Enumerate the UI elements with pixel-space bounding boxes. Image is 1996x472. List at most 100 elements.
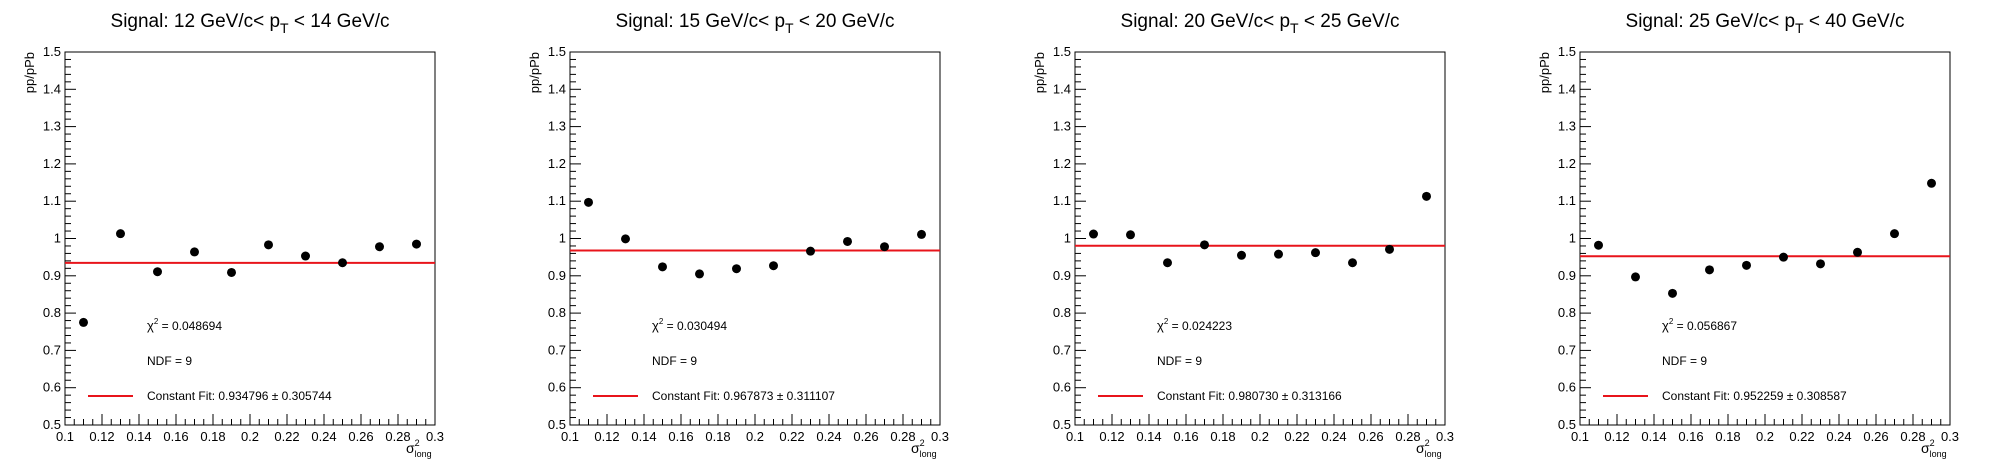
data-point (1274, 249, 1283, 259)
x-tick-label: 0.3 (426, 429, 444, 444)
y-tick-label: 1.4 (43, 81, 61, 96)
data-point (1668, 288, 1677, 298)
y-tick-label: 1.5 (1053, 44, 1071, 59)
x-axis-label: σ2 long (1416, 438, 1442, 459)
data-point (584, 197, 593, 207)
y-tick-label: 1.2 (548, 156, 566, 171)
y-tick-label: 0.9 (1558, 268, 1576, 283)
x-tick-label: 0.26 (1358, 429, 1383, 444)
title-main: Signal: 25 GeV/c< p (1626, 11, 1796, 32)
x-axis-superscript: 2 (415, 438, 420, 448)
x-tick-label: 0.2 (1251, 429, 1269, 444)
x-tick-label: 0.12 (1099, 429, 1124, 444)
chi2-label: χ2 = 0.048694 (147, 317, 222, 333)
data-point (658, 262, 667, 272)
data-point (1126, 230, 1135, 240)
data-point (843, 236, 852, 246)
x-tick-label: 0.18 (200, 429, 225, 444)
chi2-value: = 0.024223 (1168, 319, 1232, 333)
y-tick-label: 0.6 (1558, 380, 1576, 395)
data-point (227, 267, 236, 277)
x-tick-label: 0.22 (274, 429, 299, 444)
chi2-label: χ2 = 0.030494 (652, 317, 727, 333)
y-tick-label: 1.1 (1558, 193, 1576, 208)
x-tick-label: 0.3 (1941, 429, 1959, 444)
title-rest: < 40 GeV/c (1804, 11, 1905, 32)
data-point (695, 269, 704, 279)
x-axis-subscript: long (1425, 449, 1442, 459)
x-tick-label: 0.3 (1436, 429, 1454, 444)
data-point (1237, 250, 1246, 260)
y-tick-label: 0.8 (43, 305, 61, 320)
legend-fit-label: Constant Fit: 0.967873 ± 0.311107 (652, 389, 835, 403)
x-axis-label: σ2 long (1921, 438, 1947, 459)
y-tick-label: 1.3 (1053, 119, 1071, 134)
x-axis-superscript: 2 (1425, 438, 1430, 448)
y-tick-label: 0.7 (548, 342, 566, 357)
y-tick-label: 1 (1569, 231, 1576, 246)
data-point (621, 234, 630, 244)
x-tick-label: 0.28 (385, 429, 410, 444)
x-tick-label: 0.24 (311, 429, 336, 444)
ndf-label: NDF = 9 (1157, 354, 1202, 368)
x-tick-label: 0.28 (1900, 429, 1925, 444)
ndf-label: NDF = 9 (652, 354, 697, 368)
x-axis-superscript: 2 (920, 438, 925, 448)
y-tick-label: 0.6 (548, 380, 566, 395)
x-tick-label: 0.2 (1756, 429, 1774, 444)
x-tick-label: 0.28 (1395, 429, 1420, 444)
x-axis-sigma: σ (406, 440, 415, 456)
y-tick-label: 1 (559, 231, 566, 246)
data-point (190, 247, 199, 257)
data-point (1631, 272, 1640, 282)
data-point (1594, 240, 1603, 250)
data-point (806, 246, 815, 256)
data-point (1348, 258, 1357, 268)
data-point (116, 229, 125, 239)
x-tick-label: 0.1 (561, 429, 579, 444)
y-tick-label: 1 (1064, 231, 1071, 246)
chart-panel-2: 0.5 0.6 0.7 0.8 0.9 1 1.1 1.2 1.3 1.4 1.5 0.1 0.12 0.… (527, 11, 949, 459)
x-tick-label: 0.22 (1789, 429, 1814, 444)
y-tick-label: 0.9 (1053, 268, 1071, 283)
plot-frame (64, 51, 436, 426)
y-tick-label: 1.5 (548, 44, 566, 59)
x-tick-label: 0.26 (1863, 429, 1888, 444)
data-point (732, 264, 741, 274)
chart-title: Signal: 15 GeV/c< pT < 20 GeV/c (616, 11, 895, 36)
y-axis-label: pp/pPb (527, 52, 542, 93)
x-tick-label: 0.1 (56, 429, 74, 444)
x-tick-label: 0.2 (746, 429, 764, 444)
x-tick-label: 0.14 (126, 429, 151, 444)
y-tick-label: 0.5 (1558, 417, 1576, 432)
ndf-label: NDF = 9 (1662, 354, 1707, 368)
y-tick-label: 1.2 (1558, 156, 1576, 171)
chi2-label: χ2 = 0.056867 (1662, 317, 1737, 333)
chart-title: Signal: 20 GeV/c< pT < 25 GeV/c (1121, 11, 1400, 36)
data-point (1385, 244, 1394, 254)
x-tick-label: 0.16 (163, 429, 188, 444)
y-tick-label: 1.2 (1053, 156, 1071, 171)
x-axis-subscript: long (920, 449, 937, 459)
title-rest: < 25 GeV/c (1299, 11, 1400, 32)
x-tick-label: 0.1 (1571, 429, 1589, 444)
x-tick-label: 0.22 (779, 429, 804, 444)
data-point (1890, 229, 1899, 239)
data-point (1422, 191, 1431, 201)
chart-panel-1: 0.5 0.6 0.7 0.8 0.9 1 1.1 1.2 1.3 1.4 1.5 0.1 0.12 0.… (22, 11, 444, 459)
y-tick-label: 1.5 (43, 44, 61, 59)
y-axis-label: pp/pPb (1032, 52, 1047, 93)
x-tick-label: 0.16 (1678, 429, 1703, 444)
data-point (264, 240, 273, 250)
legend-fit-label: Constant Fit: 0.952259 ± 0.308587 (1662, 389, 1847, 403)
chi2-symbol: χ (1662, 318, 1669, 333)
legend-fit-label: Constant Fit: 0.980730 ± 0.313166 (1157, 389, 1342, 403)
x-tick-label: 0.14 (1641, 429, 1666, 444)
chart-title: Signal: 25 GeV/c< pT < 40 GeV/c (1626, 11, 1905, 36)
chart-title: Signal: 12 GeV/c< pT < 14 GeV/c (111, 11, 390, 36)
ndf-label: NDF = 9 (147, 354, 192, 368)
title-subscript: T (280, 20, 289, 36)
chi2-label: χ2 = 0.024223 (1157, 317, 1232, 333)
x-tick-label: 0.26 (853, 429, 878, 444)
